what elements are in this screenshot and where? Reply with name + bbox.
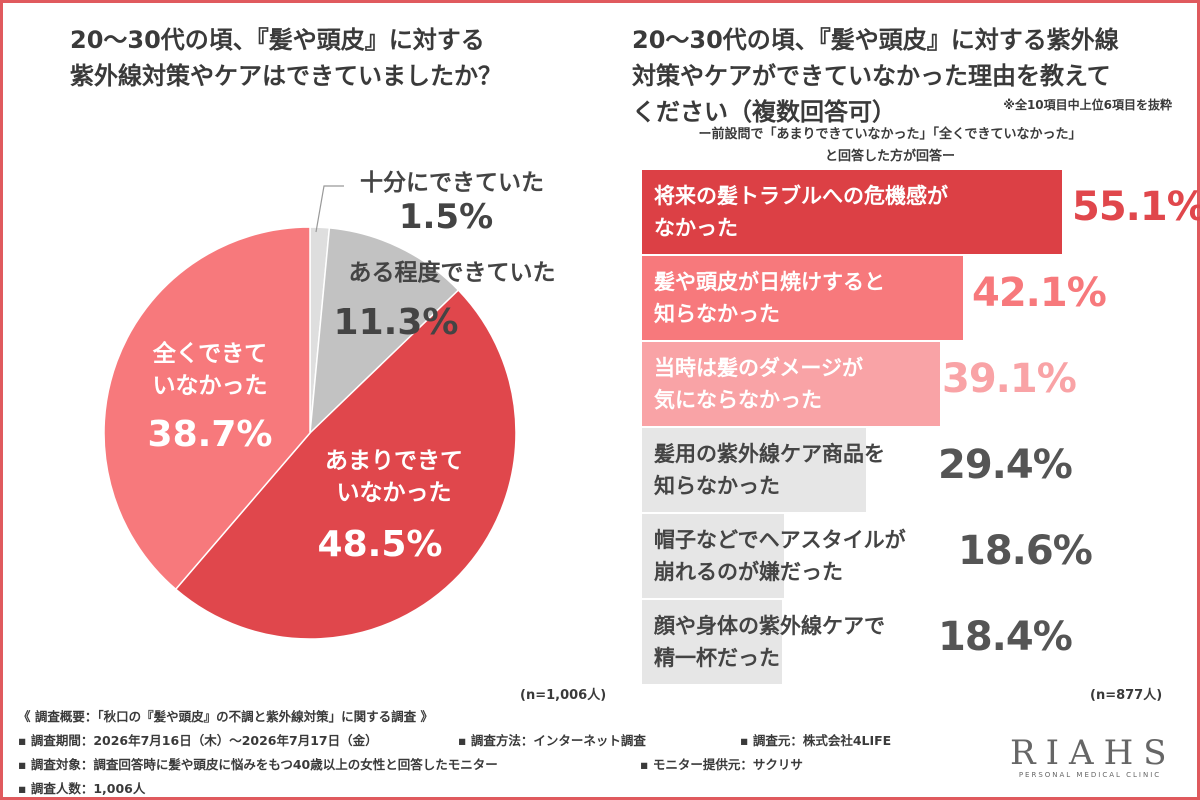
pie-slice-somewhat	[309, 227, 460, 435]
pie-slice-not-much	[174, 289, 517, 640]
pie-value-fully: 1.5%	[399, 197, 493, 237]
bar	[642, 170, 1062, 254]
pie-label-not-at-all: いなかった	[153, 373, 268, 399]
pie-slice-not-at-all	[103, 226, 311, 591]
bar-category-label: 髪用の紫外線ケア商品を 知らなかった	[654, 438, 964, 502]
bar-category-line: 帽子などでヘアスタイルが	[654, 528, 906, 552]
bar	[642, 600, 783, 684]
left-chart-title: 20〜30代の頃、『髪や頭皮』に対する 紫外線対策やケアはできていましたか？	[70, 22, 550, 94]
pie-value-not-much: 48.5%	[318, 524, 443, 565]
bar-category-line: なかった	[654, 216, 738, 240]
survey-period: ▪ 調査期間：2026年7月16日（木）〜2026年7月17日（金）	[18, 733, 378, 748]
bar	[642, 256, 963, 340]
pie-label-somewhat: ある程度できていた	[349, 259, 556, 286]
bar-category-line: 精一杯だった	[654, 646, 780, 670]
sub-question-line: ー前設問で「あまりできていなかった」「全くできていなかった」	[698, 127, 1082, 142]
bar	[642, 428, 867, 512]
survey-target: ▪ 調査対象：調査回答時に髪や頭皮に悩みをもつ40歳以上の女性と回答したモニター	[18, 757, 498, 772]
bar-value-label: 42.1%	[972, 270, 1107, 316]
pie-value-somewhat: 11.3%	[334, 302, 459, 343]
sub-question-line: と回答した方が回答ー	[824, 149, 955, 164]
bar-category-line: 知らなかった	[654, 474, 780, 498]
left-title-line: 20〜30代の頃、『髪や頭皮』に対する	[70, 26, 485, 54]
right-sample-size: (n=877人)	[1090, 688, 1163, 703]
bar-value-label: 18.6%	[958, 528, 1093, 574]
logo-tagline: PERSONAL MEDICAL CLINIC	[1018, 771, 1162, 779]
sub-question: ー前設問で「あまりできていなかった」「全くできていなかった」 と回答した方が回答…	[640, 124, 1140, 168]
pie-label-not-much: あまりできて	[325, 448, 463, 474]
bar-category-label: 当時は髪のダメージが 気にならなかった	[654, 352, 964, 416]
bar-value-label: 39.1%	[942, 356, 1077, 402]
bar-category-label: 髪や頭皮が日焼けすると 知らなかった	[654, 266, 964, 330]
right-chart-title: 20〜30代の頃、『髪や頭皮』に対する紫外線 対策やケアができていなかった理由を…	[632, 22, 1177, 130]
riahs-logo: RIAHS PERSONAL MEDICAL CLINIC	[1010, 735, 1170, 779]
pie-chart: 十分にできていた1.5%ある程度できていた11.3%あまりできていなかった48.…	[103, 170, 556, 640]
bar-value-label: 29.4%	[938, 442, 1073, 488]
right-title-line: 20〜30代の頃、『髪や頭皮』に対する紫外線	[632, 26, 1119, 54]
monitor-provider: ▪ モニター提供元：サクリサ	[640, 757, 803, 772]
bar-category-line: 髪や頭皮が日焼けすると	[654, 270, 885, 294]
bar-category-line: 当時は髪のダメージが	[654, 356, 863, 380]
pie-value-not-at-all: 38.7%	[148, 414, 273, 455]
right-title-line: 対策やケアができていなかった理由を教えて	[632, 62, 1111, 90]
bar	[642, 342, 941, 426]
bar-category-label: 顔や身体の紫外線ケアで 精一杯だった	[654, 610, 964, 674]
bar-category-line: 気にならなかった	[654, 388, 822, 412]
survey-method: ▪ 調査方法：インターネット調査	[458, 733, 646, 748]
pie-label-not-at-all: 全くできて	[152, 340, 267, 367]
logo-wordmark: RIAHS	[1010, 733, 1177, 773]
left-title-line: 紫外線対策やケアはできていましたか？	[70, 62, 502, 90]
pie-label-fully: 十分にできていた	[360, 170, 544, 196]
excerpt-note: ※全10項目中上位6項目を抜粋	[1003, 98, 1172, 112]
bar-value-label: 55.1%	[1072, 184, 1200, 230]
pie-label-not-much: いなかった	[337, 480, 452, 506]
survey-source: ▪ 調査元：株式会社4LIFE	[740, 733, 892, 748]
bar-category-line: 髪用の紫外線ケア商品を	[654, 442, 885, 466]
bar-value-label: 18.4%	[938, 614, 1073, 660]
survey-overview: 《 調査概要：「秋口の『髪や頭皮』の不調と紫外線対策」に関する調査 》	[18, 709, 433, 724]
bar-category-label: 帽子などでヘアスタイルが 崩れるのが嫌だった	[654, 524, 964, 588]
survey-count: ▪ 調査人数：1,006人	[18, 781, 146, 796]
right-title-line: ください（複数回答可）	[632, 98, 896, 126]
left-sample-size: (n=1,006人)	[520, 688, 607, 703]
bar-category-label: 将来の髪トラブルへの危機感が なかった	[654, 180, 964, 244]
bar-category-line: 将来の髪トラブルへの危機感が	[654, 184, 948, 208]
leader-line	[315, 185, 344, 233]
bar-category-line: 崩れるのが嫌だった	[654, 560, 843, 584]
bar	[642, 514, 784, 598]
bar-category-line: 顔や身体の紫外線ケアで	[654, 614, 885, 638]
bar-category-line: 知らなかった	[654, 302, 780, 326]
